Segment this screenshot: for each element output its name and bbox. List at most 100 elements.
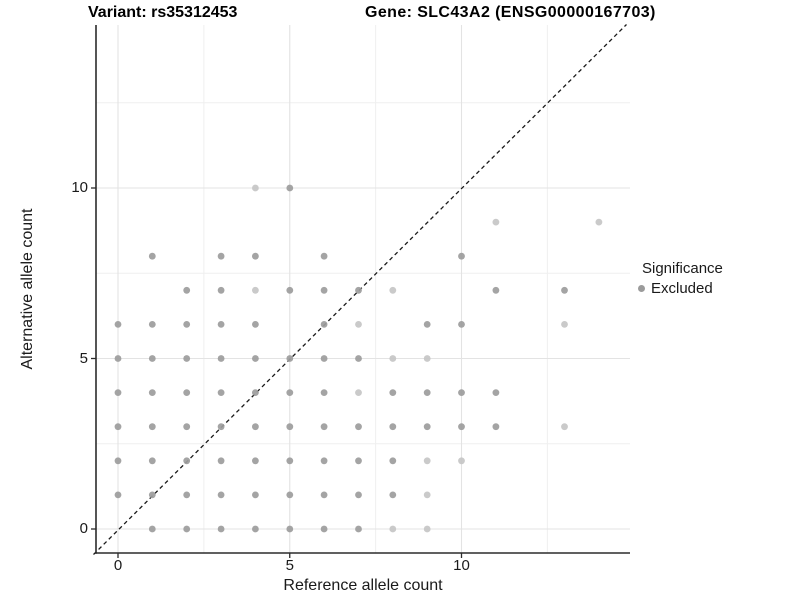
data-point [320,389,328,396]
legend-title: Significance [642,260,723,277]
data-point [286,491,294,499]
legend-point-marker-icon [638,285,645,292]
data-point [252,252,259,260]
data-point [561,423,568,431]
data-point [423,355,431,362]
data-point [492,218,500,226]
data-point [458,457,465,465]
data-point [458,252,465,260]
data-point [252,525,259,533]
data-point [286,423,294,431]
data-point [114,355,122,362]
data-point [183,286,191,294]
data-point [320,491,328,499]
data-point [148,525,156,533]
data-point [148,423,156,431]
data-point [561,286,568,294]
data-point [320,252,328,260]
data-point [355,491,362,499]
data-point [286,525,294,533]
data-point [389,491,397,499]
data-point [114,491,122,499]
data-point [286,457,294,465]
data-point [320,355,328,362]
data-point [423,491,431,499]
data-point [492,389,500,396]
y-tick-label: 10 [71,179,88,196]
data-point [355,423,362,431]
data-point [389,286,397,294]
data-point [561,321,568,328]
data-point [389,355,397,362]
data-point [320,286,328,294]
data-point [183,525,191,533]
data-point [252,423,259,431]
data-point [595,218,603,226]
data-point [355,286,362,294]
data-point [183,321,191,328]
data-point [458,389,465,396]
data-points [114,184,603,533]
data-point [389,389,397,396]
data-point [492,423,500,431]
major-gridlines [96,25,630,553]
data-point [252,491,259,499]
data-point [183,457,191,465]
plot-title-gene: Gene: SLC43A2 (ENSG00000167703) [365,4,656,21]
data-point [114,321,122,328]
minor-gridlines [96,25,630,553]
data-point [217,423,225,431]
data-point [320,457,328,465]
data-point [148,389,156,396]
data-point [183,491,191,499]
data-point [320,321,328,328]
data-point [423,321,431,328]
data-point [458,321,465,328]
data-point [217,252,225,260]
data-point [114,389,122,396]
data-point [217,286,225,294]
data-point [423,389,431,396]
data-point [252,184,259,192]
y-axis-title: Alternative allele count [19,208,36,370]
data-point [492,286,500,294]
legend-item-excluded: Excluded [638,280,723,297]
y-tick-label: 0 [79,520,88,537]
data-point [252,389,259,396]
data-point [320,423,328,431]
data-point [183,355,191,362]
data-point [286,286,294,294]
legend: Significance Excluded [638,260,723,297]
data-point [389,423,397,431]
y-tick-label: 5 [79,349,88,367]
legend-item-label: Excluded [651,280,713,297]
data-point [148,321,156,328]
data-point [217,321,225,328]
data-point [183,423,191,431]
x-tick-label: 5 [285,557,294,574]
data-point [355,525,362,533]
data-point [355,321,362,328]
data-point [320,525,328,533]
plot-title-variant: Variant: rs35312453 [88,4,238,21]
data-point [114,457,122,465]
data-point [217,457,225,465]
data-point [355,457,362,465]
data-point [252,355,259,362]
data-point [423,423,431,431]
data-point [252,286,259,294]
data-point [148,355,156,362]
data-point [148,252,156,260]
x-axis-title: Reference allele count [283,577,443,594]
data-point [252,321,259,328]
x-tick-label: 0 [113,557,123,574]
tick-marks [91,187,463,558]
data-point [355,389,362,396]
axis-lines [95,25,630,554]
data-point [148,457,156,465]
data-point [217,525,225,533]
data-point [423,525,431,533]
data-point [217,389,225,396]
